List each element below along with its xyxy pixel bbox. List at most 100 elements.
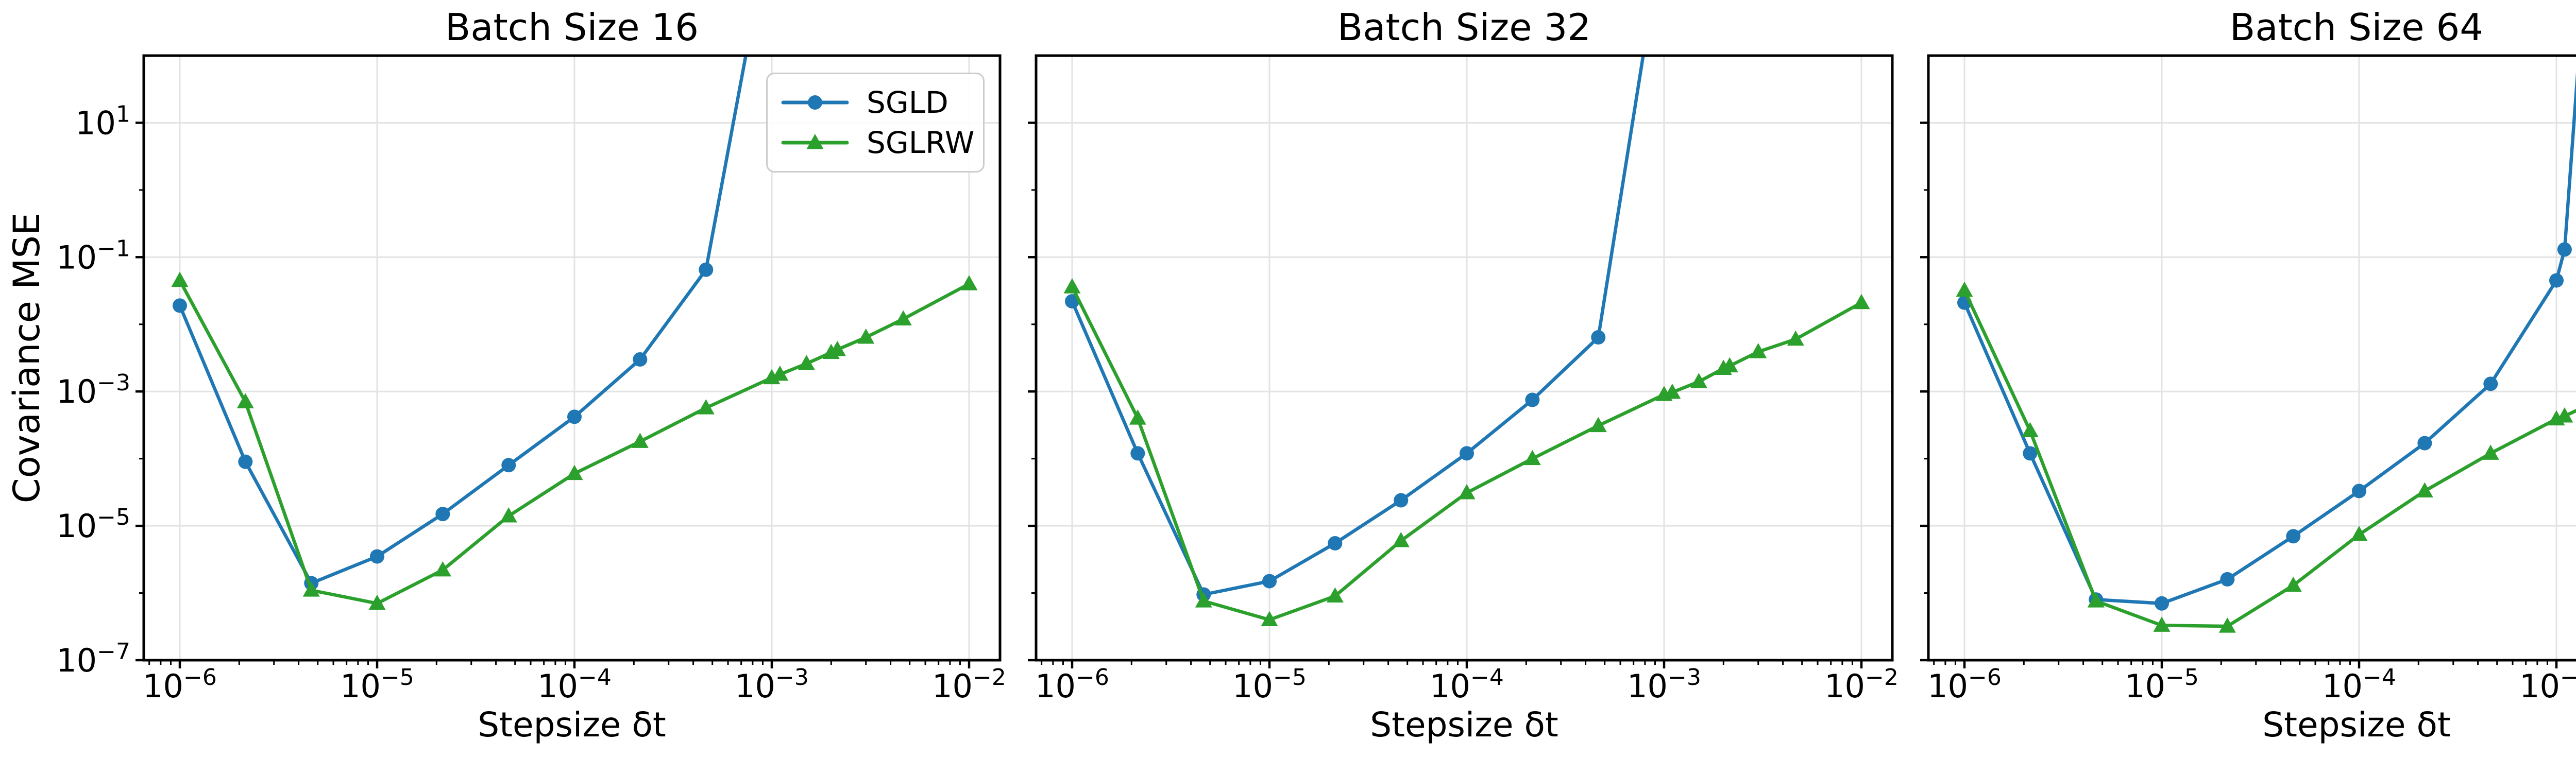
marker-circle [1394, 493, 1409, 508]
marker-circle [567, 409, 582, 424]
marker-triangle [1392, 532, 1410, 547]
x-tick-label: 10−6 [143, 664, 217, 705]
marker-circle [2155, 596, 2169, 611]
legend-label-sglrw: SGLRW [867, 125, 975, 160]
marker-circle [2557, 242, 2572, 257]
subplot-title-batch64: Batch Size 64 [2229, 6, 2484, 49]
marker-circle [2286, 529, 2301, 544]
marker-triangle [857, 329, 875, 344]
marker-triangle [798, 355, 815, 370]
marker-triangle [1853, 294, 1870, 309]
marker-triangle [806, 134, 824, 149]
axes-frame [142, 54, 1002, 662]
plot-area-batch32: 10−6 10−5 10−4 10−3 10−2 [1028, 54, 1899, 705]
marker-circle [2023, 446, 2038, 461]
marker-circle [501, 458, 516, 473]
marker-triangle [697, 399, 715, 415]
x-tick-label: 10−4 [1430, 664, 1504, 705]
marker-circle [1262, 574, 1277, 589]
marker-triangle [1195, 592, 1212, 608]
legend-item-sgld: SGLD [781, 88, 970, 117]
y-tick-label: 10−7 [56, 639, 130, 679]
marker-triangle [2153, 616, 2171, 632]
marker-triangle [771, 365, 789, 381]
series-group [1063, 56, 1870, 626]
marker-circle [1328, 536, 1343, 550]
marker-triangle [2218, 617, 2236, 633]
marker-circle [1460, 446, 1474, 461]
marker-triangle [171, 271, 189, 287]
series-line-SGLD [178, 56, 748, 585]
marker-triangle [2350, 526, 2368, 541]
x-tick-label: 10−2 [1824, 664, 1899, 705]
marker-triangle [1690, 373, 1707, 388]
axes-frame [1927, 54, 2576, 662]
marker-triangle [302, 581, 320, 597]
x-axis-label-1: Stepsize δt [478, 705, 666, 745]
marker-circle [808, 95, 822, 110]
x-tick-label: 10−2 [932, 664, 1006, 705]
y-tick-label: 10−5 [56, 504, 130, 545]
marker-triangle [2556, 407, 2573, 423]
marker-triangle [2416, 482, 2433, 497]
axes-frame [1035, 54, 1894, 662]
x-tick-label: 10−3 [735, 664, 809, 705]
marker-circle [238, 454, 253, 469]
marker-triangle [1589, 417, 1607, 433]
marker-triangle [1129, 409, 1146, 425]
marker-circle [2220, 572, 2235, 587]
y-tick-label: 10−3 [56, 370, 130, 410]
marker-triangle [1261, 611, 1278, 626]
subplot-title-batch16: Batch Size 16 [445, 6, 699, 49]
x-tick-label: 10−4 [2322, 664, 2396, 705]
marker-circle [2483, 376, 2498, 391]
x-tick-label: 10−3 [1627, 664, 1701, 705]
marker-triangle [2021, 422, 2039, 438]
marker-triangle [368, 594, 386, 610]
marker-circle [2352, 484, 2366, 498]
marker-circle [699, 262, 714, 277]
marker-circle [1130, 446, 1145, 461]
marker-triangle [1750, 343, 1767, 358]
marker-circle [435, 507, 450, 522]
sglrw-line-marker-icon [781, 134, 849, 149]
legend-item-sglrw: SGLRW [781, 128, 974, 158]
marker-triangle [566, 464, 583, 480]
marker-circle [2417, 436, 2432, 451]
marker-circle [1525, 392, 1540, 407]
y-axis-label: Covariance MSE [6, 212, 48, 504]
plot-area-batch16: 10−6 10−5 10−4 10−3 10−2 10−7 10−5 10−3 10−1 101 [56, 54, 1006, 705]
marker-triangle [1326, 587, 1344, 603]
x-tick-label: 10−4 [537, 664, 612, 705]
series-line-SGLD [1962, 72, 2576, 606]
marker-circle [1591, 330, 1606, 345]
marker-triangle [1664, 383, 1681, 399]
series-group [1956, 72, 2576, 633]
marker-triangle [1458, 484, 1476, 500]
marker-circle [173, 298, 187, 313]
series-line-SGLD [1070, 56, 1645, 596]
marker-triangle [434, 561, 451, 577]
x-tick-label: 10−6 [1035, 664, 1109, 705]
legend: SGLD SGLRW [766, 73, 985, 173]
y-tick-label: 101 [75, 101, 130, 142]
marker-triangle [828, 340, 846, 356]
x-axis-label-2: Stepsize δt [1370, 705, 1558, 745]
marker-triangle [960, 275, 978, 290]
marker-triangle [500, 507, 517, 523]
marker-triangle [1956, 281, 1973, 297]
marker-triangle [894, 310, 912, 325]
marker-circle [370, 549, 384, 564]
sgld-line-marker-icon [781, 95, 849, 110]
legend-label-sgld: SGLD [867, 85, 948, 120]
marker-triangle [1787, 330, 1804, 346]
marker-triangle [631, 433, 649, 448]
subplot-title-batch32: Batch Size 32 [1337, 6, 1591, 49]
marker-triangle [1721, 357, 1738, 373]
x-tick-label: 10−5 [340, 664, 414, 705]
x-tick-label: 10−3 [2519, 664, 2576, 705]
x-axis-label-3: Stepsize δt [2262, 705, 2451, 745]
marker-circle [2549, 273, 2564, 288]
marker-triangle [2087, 592, 2105, 608]
